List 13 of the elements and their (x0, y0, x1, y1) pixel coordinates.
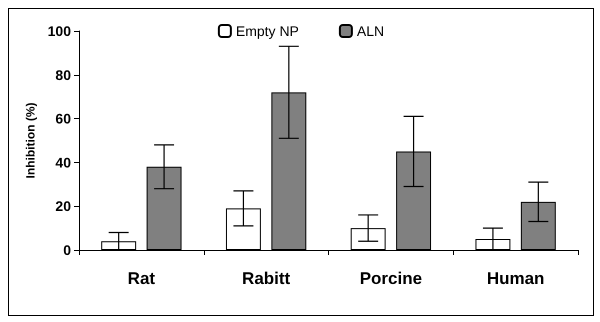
y-tick-label: 100 (48, 23, 72, 39)
x-tick-label: Human (486, 269, 544, 288)
y-tick-label: 20 (55, 198, 72, 214)
legend-label: ALN (356, 23, 384, 39)
y-tick-label: 80 (55, 66, 72, 83)
legend-label: Empty NP (236, 23, 299, 39)
y-tick-label: 40 (55, 154, 72, 170)
x-tick-label: Rat (128, 269, 156, 288)
y-axis-title: Inhibition (%) (24, 102, 38, 178)
x-tick-label: Porcine (360, 269, 422, 288)
x-tick-label: Rabitt (242, 269, 291, 288)
y-tick-label: 60 (55, 110, 72, 127)
y-tick-label: 0 (63, 242, 72, 258)
